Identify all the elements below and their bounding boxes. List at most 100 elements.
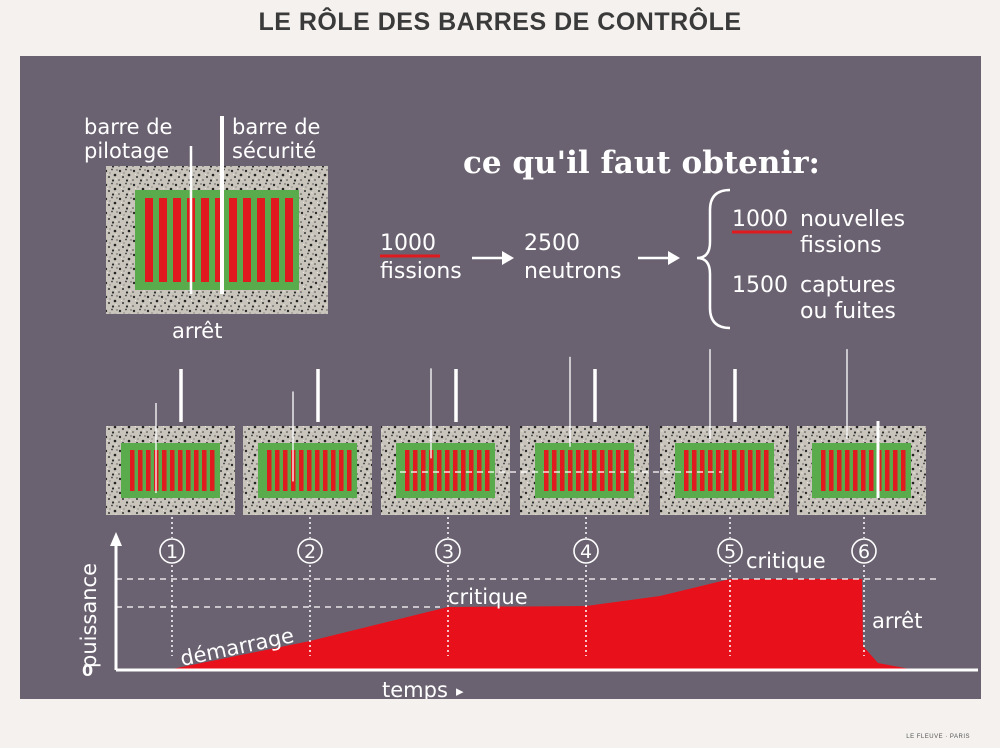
publisher-credit: LE FLEUVE · PARIS bbox=[906, 734, 970, 740]
stage-fuel-bar bbox=[315, 450, 320, 491]
stage-fuel-bar bbox=[764, 450, 769, 491]
stage-fuel-bar bbox=[608, 450, 613, 491]
stage-fuel-bar bbox=[146, 450, 151, 491]
y-zero-label: 0 bbox=[82, 661, 93, 680]
stage-fuel-bar bbox=[267, 450, 272, 491]
stage-fuel-bar bbox=[901, 450, 906, 491]
stage-fuel-bar bbox=[616, 450, 621, 491]
stage-guides: 1 2 3 4 5 6 bbox=[159, 517, 877, 656]
stage-reactor-5 bbox=[660, 349, 789, 515]
stage-fuel-bar bbox=[299, 450, 304, 491]
stage-fuel-bar bbox=[194, 450, 199, 491]
stage-reactor-1 bbox=[106, 369, 235, 515]
stage-fuel-bar bbox=[453, 450, 458, 491]
x-axis-label: temps bbox=[382, 678, 448, 699]
top-fuel-group bbox=[145, 198, 293, 282]
stage-fuel-bar bbox=[178, 450, 183, 491]
stage-reactor-4 bbox=[520, 356, 649, 515]
stage-fuel-bar bbox=[748, 450, 753, 491]
new-fissions-value: 1000 bbox=[732, 207, 788, 232]
stage-number-circle bbox=[573, 538, 599, 564]
stage-fuel-bar bbox=[544, 450, 549, 491]
stage-fuel-bar bbox=[845, 450, 850, 491]
stage-fuel-bar bbox=[692, 450, 697, 491]
new-fissions-line1: nouvelles bbox=[800, 207, 905, 232]
stage-fuel-bar bbox=[323, 450, 328, 491]
stage-fuel-bar bbox=[210, 450, 215, 491]
stage-number-circle bbox=[159, 538, 185, 564]
stage-fuel-bar bbox=[684, 450, 689, 491]
stage-fuel-bar bbox=[186, 450, 191, 491]
top-fuel-bar bbox=[271, 198, 279, 282]
captures-line1: captures bbox=[800, 273, 896, 298]
stage-number-circle bbox=[297, 538, 323, 564]
rod1-label-line1: barre de bbox=[84, 115, 172, 139]
stage-fuel-bar bbox=[429, 450, 434, 491]
stage-fuel-bar bbox=[202, 450, 207, 491]
neutrons-label: neutrons bbox=[524, 259, 621, 284]
top-fuel-bar bbox=[145, 198, 153, 282]
top-fuel-bar bbox=[201, 198, 209, 282]
top-fuel-bar bbox=[243, 198, 251, 282]
stage-fuel-bar bbox=[560, 450, 565, 491]
diagram-canvas: barre de pilotage barre de sécurité arrê… bbox=[77, 115, 978, 702]
stage-fuel-bar bbox=[421, 450, 426, 491]
stage-fuel-bar bbox=[275, 450, 280, 491]
stage-fuel-bar bbox=[821, 450, 826, 491]
top-fuel-bar bbox=[257, 198, 265, 282]
stage-fuel-bar bbox=[307, 450, 312, 491]
stage-reactor-2 bbox=[243, 369, 372, 515]
stage-fuel-bar bbox=[829, 450, 834, 491]
stage-fuel-bar bbox=[708, 450, 713, 491]
stage-number: 1 bbox=[166, 541, 178, 563]
stage-number-circle bbox=[851, 538, 877, 564]
stage-fuel-bar bbox=[283, 450, 288, 491]
stage-fuel-bar bbox=[869, 450, 874, 491]
stage-fuel-bar bbox=[576, 450, 581, 491]
stage-fuel-bar bbox=[413, 450, 418, 491]
stage-fuel-bar bbox=[724, 450, 729, 491]
stage-row bbox=[106, 349, 926, 515]
stage-number: 4 bbox=[580, 541, 592, 563]
rod2-label-line2: sécurité bbox=[232, 139, 316, 163]
x-axis-arrow-icon: ▸ bbox=[456, 682, 464, 699]
stage-fuel-bar bbox=[837, 450, 842, 491]
fissions-value: 1000 bbox=[380, 231, 436, 256]
stage-fuel-bar bbox=[469, 450, 474, 491]
stage-fuel-bar bbox=[592, 450, 597, 491]
stage-fuel-bar bbox=[461, 450, 466, 491]
stage-fuel-bar bbox=[861, 450, 866, 491]
stage-fuel-bar bbox=[853, 450, 858, 491]
stage-fuel-bar bbox=[170, 450, 175, 491]
arrow-right-icon bbox=[472, 251, 514, 265]
stage-reactor-6 bbox=[797, 349, 926, 515]
power-graph bbox=[110, 532, 978, 672]
neutrons-value: 2500 bbox=[524, 231, 580, 256]
stage-fuel-bar bbox=[485, 450, 490, 491]
stage-fuel-bar bbox=[700, 450, 705, 491]
stage-fuel-bar bbox=[347, 450, 352, 491]
stage-number: 3 bbox=[442, 541, 454, 563]
stage-fuel-bar bbox=[437, 450, 442, 491]
critical-high-label: critique bbox=[746, 549, 826, 573]
captures-value: 1500 bbox=[732, 273, 788, 298]
stage-fuel-bar bbox=[885, 450, 890, 491]
objective-heading: ce qu'il faut obtenir: bbox=[463, 145, 820, 181]
stage-fuel-bar bbox=[624, 450, 629, 491]
top-fuel-bar bbox=[285, 198, 293, 282]
top-fuel-bar bbox=[229, 198, 237, 282]
rod1-label-line2: pilotage bbox=[84, 139, 169, 163]
new-fissions-line2: fissions bbox=[800, 233, 882, 258]
stage-fuel-bar bbox=[756, 450, 761, 491]
captures-line2: ou fuites bbox=[800, 299, 896, 324]
top-fuel-bar bbox=[159, 198, 167, 282]
stage-fuel-bar bbox=[740, 450, 745, 491]
stage-fuel-bar bbox=[405, 450, 410, 491]
stage-fuel-bar bbox=[445, 450, 450, 491]
stage-fuel-bar bbox=[130, 450, 135, 491]
stage-fuel-bar bbox=[716, 450, 721, 491]
power-curve bbox=[172, 579, 910, 670]
poster-title: LE RÔLE DES BARRES DE CONTRÔLE bbox=[258, 8, 742, 36]
top-reactor bbox=[106, 116, 328, 314]
fissions-label: fissions bbox=[380, 259, 462, 284]
